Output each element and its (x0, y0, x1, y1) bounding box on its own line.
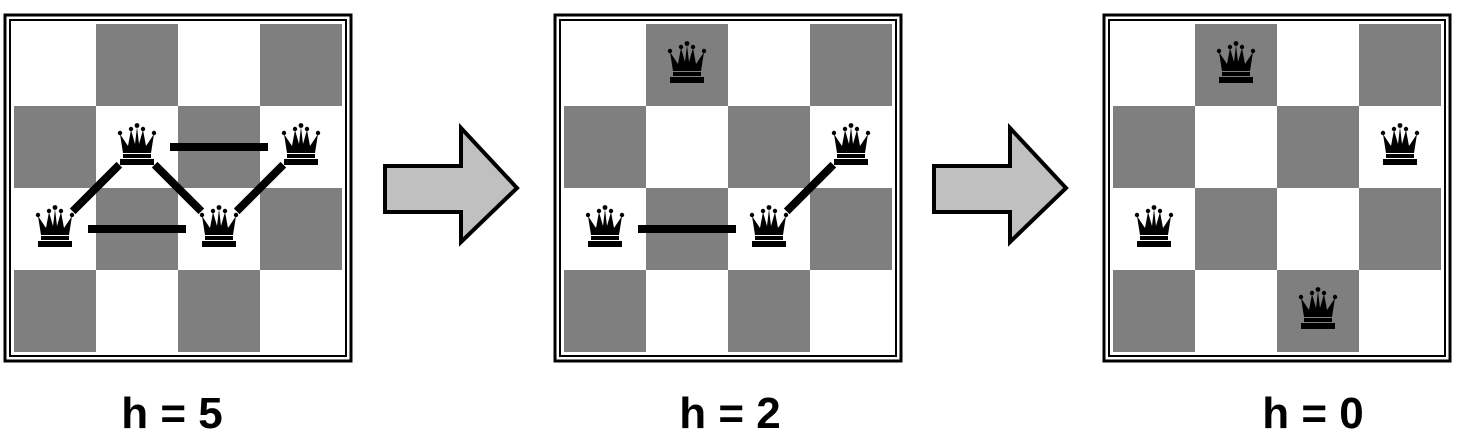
board-inner-frame (1108, 19, 1446, 357)
board-square (1195, 106, 1277, 188)
board-square (564, 24, 646, 106)
board-1 (3, 13, 353, 363)
attack-line (233, 161, 287, 215)
board-square (810, 24, 892, 106)
board-square (260, 270, 342, 352)
right-arrow-icon (383, 122, 520, 247)
board-2 (553, 13, 903, 363)
board-square (260, 188, 342, 270)
board-inner-frame (9, 19, 347, 357)
board-square (178, 24, 260, 106)
board-3-caption: h = 0 (1262, 389, 1364, 438)
board-square (96, 270, 178, 352)
attack-line (783, 161, 837, 215)
board-square (1277, 106, 1359, 188)
board-outer-frame (1102, 13, 1452, 363)
board-square (14, 24, 96, 106)
board-2-caption: h = 2 (679, 389, 781, 438)
board-outer-frame (3, 13, 353, 363)
attack-line (151, 161, 205, 215)
board-square (810, 270, 892, 352)
board-outer-frame (553, 13, 903, 363)
board-square (1277, 24, 1359, 106)
board-square (1113, 106, 1195, 188)
board-square (1113, 24, 1195, 106)
board-square (646, 106, 728, 188)
board-square (14, 106, 96, 188)
board-square (260, 24, 342, 106)
board-square (1359, 24, 1441, 106)
board-square (178, 270, 260, 352)
board-1-caption: h = 5 (121, 389, 223, 438)
board-square (810, 188, 892, 270)
board-square (1195, 188, 1277, 270)
board-square (564, 270, 646, 352)
board-square (14, 270, 96, 352)
board-square (646, 270, 728, 352)
right-arrow-icon (932, 122, 1069, 247)
board-inner-frame (559, 19, 897, 357)
board-square (1359, 270, 1441, 352)
board-square (728, 24, 810, 106)
board-square (96, 24, 178, 106)
board-square (1277, 188, 1359, 270)
board-square (728, 106, 810, 188)
board-3 (1102, 13, 1452, 363)
board-square (1359, 188, 1441, 270)
board-square (728, 270, 810, 352)
board-square (564, 106, 646, 188)
attack-line (69, 161, 123, 215)
board-square (1195, 270, 1277, 352)
board-square (1113, 270, 1195, 352)
